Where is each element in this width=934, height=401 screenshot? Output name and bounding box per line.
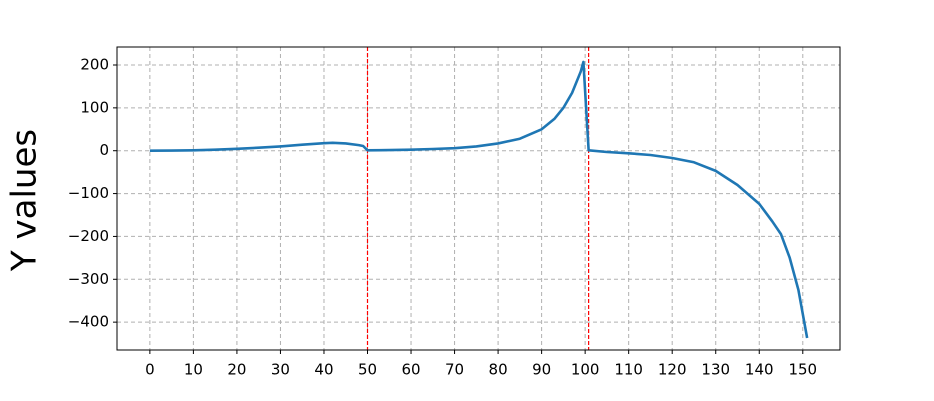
y-axis-label: Y values	[5, 129, 45, 272]
y-tick-label: −100	[68, 184, 109, 202]
x-tick-label: 70	[445, 361, 464, 379]
x-tick-label: 110	[614, 361, 643, 379]
x-tick-label: 20	[227, 361, 246, 379]
x-tick-label: 130	[701, 361, 730, 379]
y-tick-label: 100	[80, 98, 109, 116]
x-tick-label: 40	[314, 361, 333, 379]
x-tick-label: 120	[658, 361, 687, 379]
x-tick-label: 30	[271, 361, 290, 379]
y-tick-label: 200	[80, 56, 109, 74]
data-line	[149, 60, 809, 339]
x-tick-label: 10	[184, 361, 203, 379]
x-tick-label: 150	[788, 361, 817, 379]
x-tick-label: 60	[401, 361, 420, 379]
x-tick-label: 90	[532, 361, 551, 379]
plot-frame	[116, 46, 841, 351]
x-tick-label: 50	[358, 361, 377, 379]
y-tick-label: −200	[68, 227, 109, 245]
x-tick-label: 100	[571, 361, 600, 379]
y-tick-label: −400	[68, 313, 109, 331]
y-tick-label: −300	[68, 270, 109, 288]
x-tick-label: 140	[745, 361, 774, 379]
x-tick-label: 80	[489, 361, 508, 379]
y-tick-label: 0	[99, 141, 109, 159]
x-tick-label: 0	[145, 361, 155, 379]
